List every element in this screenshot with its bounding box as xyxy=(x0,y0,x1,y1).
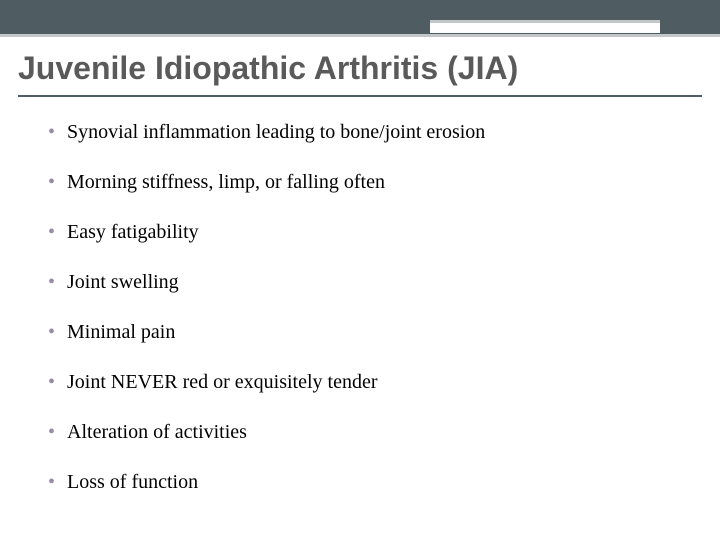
list-item: • Synovial inflammation leading to bone/… xyxy=(48,120,680,144)
bullet-icon: • xyxy=(48,470,55,494)
list-item: • Loss of function xyxy=(48,470,680,494)
list-item: • Alteration of activities xyxy=(48,420,680,444)
list-item: • Easy fatigability xyxy=(48,220,680,244)
bullet-icon: • xyxy=(48,220,55,244)
list-item: • Morning stiffness, limp, or falling of… xyxy=(48,170,680,194)
bullet-text: Easy fatigability xyxy=(67,220,199,244)
slide-content: • Synovial inflammation leading to bone/… xyxy=(48,120,680,520)
bullet-icon: • xyxy=(48,170,55,194)
bullet-text: Joint NEVER red or exquisitely tender xyxy=(67,370,378,394)
list-item: • Minimal pain xyxy=(48,320,680,344)
bullet-icon: • xyxy=(48,320,55,344)
list-item: • Joint swelling xyxy=(48,270,680,294)
bullet-icon: • xyxy=(48,270,55,294)
bullet-text: Minimal pain xyxy=(67,320,175,344)
bullet-text: Alteration of activities xyxy=(67,420,247,444)
bullet-text: Synovial inflammation leading to bone/jo… xyxy=(67,120,485,144)
slide-top-bar xyxy=(0,0,720,37)
slide-title: Juvenile Idiopathic Arthritis (JIA) xyxy=(18,50,702,97)
bullet-icon: • xyxy=(48,420,55,444)
bullet-icon: • xyxy=(48,120,55,144)
bullet-text: Joint swelling xyxy=(67,270,179,294)
list-item: • Joint NEVER red or exquisitely tender xyxy=(48,370,680,394)
bullet-text: Morning stiffness, limp, or falling ofte… xyxy=(67,170,385,194)
bullet-text: Loss of function xyxy=(67,470,198,494)
slide: Juvenile Idiopathic Arthritis (JIA) • Sy… xyxy=(0,0,720,540)
bullet-icon: • xyxy=(48,370,55,394)
